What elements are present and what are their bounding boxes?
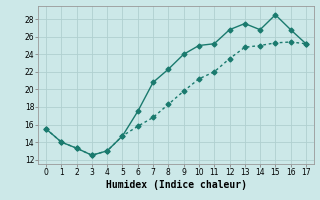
X-axis label: Humidex (Indice chaleur): Humidex (Indice chaleur) [106, 180, 246, 190]
